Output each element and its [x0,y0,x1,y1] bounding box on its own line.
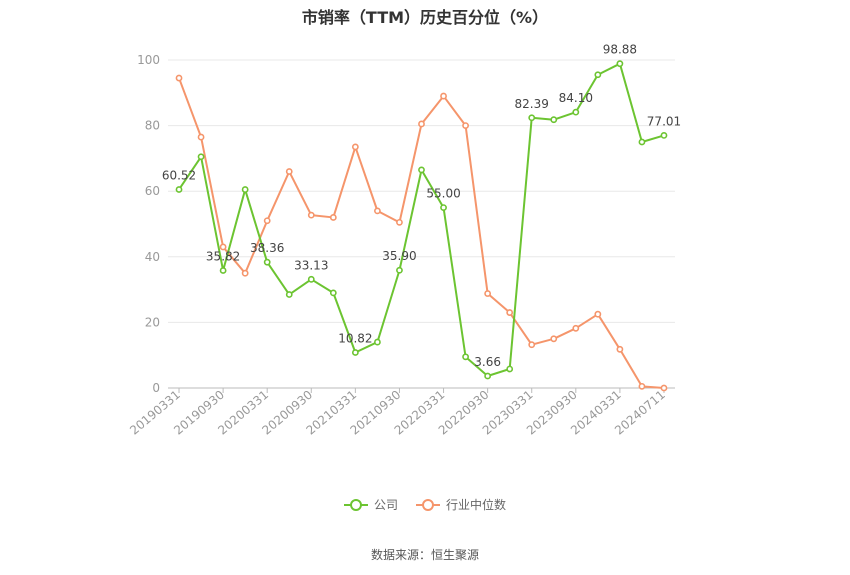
point-industry [374,207,381,215]
data-label-company: 84.10 [559,91,593,105]
point-industry [484,290,492,297]
legend-item-industry[interactable]: 行业中位数 [416,496,506,513]
point-company [572,108,580,116]
point-industry [263,217,271,225]
point-industry [219,243,227,251]
data-label-company: 35.90 [382,249,416,263]
series-line-company [178,62,665,377]
point-company [616,60,624,68]
data-label-company: 98.88 [603,43,637,57]
y-tick-label: 20 [145,315,160,329]
point-industry [506,309,514,316]
point-company [660,132,668,139]
data-label-company: 33.13 [294,258,328,272]
legend-item-company[interactable]: 公司 [343,496,398,513]
point-industry [638,382,646,390]
point-company [528,114,536,122]
data-label-company: 82.39 [515,97,549,111]
point-company [374,338,381,346]
point-company [418,166,425,174]
point-company [462,353,469,361]
point-industry [462,122,469,129]
point-company [307,275,315,283]
point-company [440,204,447,211]
point-industry [594,310,602,318]
point-industry [528,341,536,349]
point-company [197,153,205,161]
legend-label-company: 公司 [373,498,398,512]
point-industry [285,168,293,175]
point-company [396,266,403,274]
y-tick-label: 80 [145,119,160,133]
data-label-company: 3.66 [474,355,501,369]
point-industry [616,345,624,353]
y-tick-label: 60 [145,184,160,198]
point-industry [660,384,668,392]
data-label-company: 35.82 [206,250,240,264]
legend: 公司 行业中位数 [0,496,850,513]
point-company [594,71,602,79]
point-industry [550,335,558,343]
point-company [638,138,646,146]
point-company [351,349,359,356]
point-industry [351,143,359,151]
point-industry [175,74,183,82]
data-label-company: 55.00 [426,187,460,201]
point-industry [396,218,403,226]
data-label-company: 60.52 [162,168,196,182]
chart-title: 市销率（TTM）历史百分位（%） [301,8,549,27]
series-points [175,60,668,392]
legend-label-industry: 行业中位数 [446,498,507,512]
point-industry [418,120,425,128]
point-industry [440,92,447,100]
point-company [263,258,271,266]
legend-swatch-industry [416,498,440,512]
point-industry [197,133,205,141]
point-company [550,116,558,124]
legend-swatch-company [343,498,368,512]
line-chart: 0 20 40 60 80 100 201903312019093020200331202… [127,43,681,438]
data-label-company: 38.36 [250,241,284,255]
x-axis: 2019033120190930202003312020093020210331… [127,387,675,438]
data-label-company: 10.82 [338,332,372,346]
y-tick-label: 0 [152,381,160,395]
point-company [285,291,293,298]
y-tick-label: 100 [137,53,160,67]
y-axis: 0 20 40 60 80 100 [137,53,160,395]
point-company [484,372,492,380]
point-industry [329,214,337,221]
point-industry [241,269,249,277]
series-lines [178,62,665,389]
point-company [219,267,227,274]
data-label-company: 77.01 [647,114,681,128]
point-company [329,289,337,297]
point-industry [307,211,315,219]
point-company [241,186,249,193]
point-company [175,186,183,193]
point-industry [572,324,580,332]
data-labels: 60.52 35.82 38.36 33.13 10.82 35.90 55.00 3.66 8… [162,43,681,369]
source-note: 数据来源：恒生聚源 [370,548,479,562]
y-tick-label: 40 [145,250,160,264]
point-company [506,365,514,373]
